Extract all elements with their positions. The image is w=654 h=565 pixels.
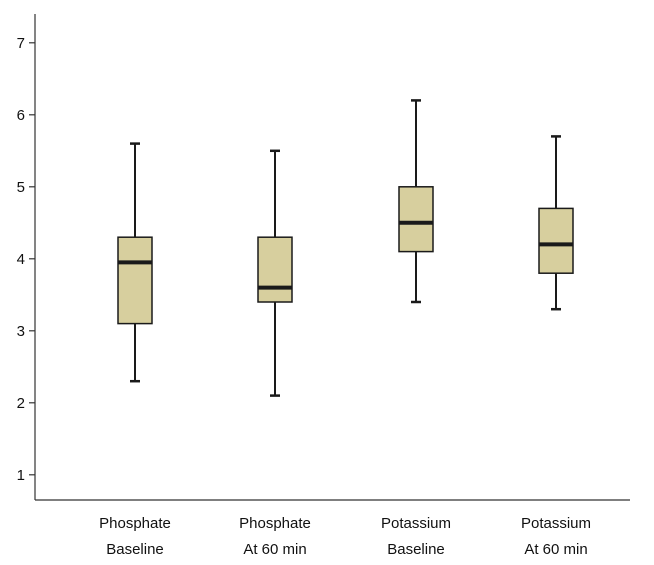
- x-category-label-line1: Potassium: [521, 515, 591, 532]
- y-tick-label: 7: [17, 35, 25, 52]
- box-iqr: [398, 186, 434, 253]
- x-category-label-line2: At 60 min: [524, 541, 587, 558]
- x-category-label-line2: At 60 min: [243, 541, 306, 558]
- box-iqr: [538, 207, 574, 274]
- y-tick-label: 4: [17, 251, 25, 268]
- y-tick-label: 1: [17, 467, 25, 484]
- y-tick-label: 5: [17, 179, 25, 196]
- box-iqr: [257, 236, 293, 303]
- x-category-label-line2: Baseline: [106, 541, 164, 558]
- box-iqr: [117, 236, 153, 325]
- x-category-label-line1: Potassium: [381, 515, 451, 532]
- y-tick-label: 6: [17, 107, 25, 124]
- x-category-label-line2: Baseline: [387, 541, 445, 558]
- y-tick-label: 2: [17, 395, 25, 412]
- x-category-label-line1: Phosphate: [99, 515, 171, 532]
- y-tick-label: 3: [17, 323, 25, 340]
- x-category-label-line1: Phosphate: [239, 515, 311, 532]
